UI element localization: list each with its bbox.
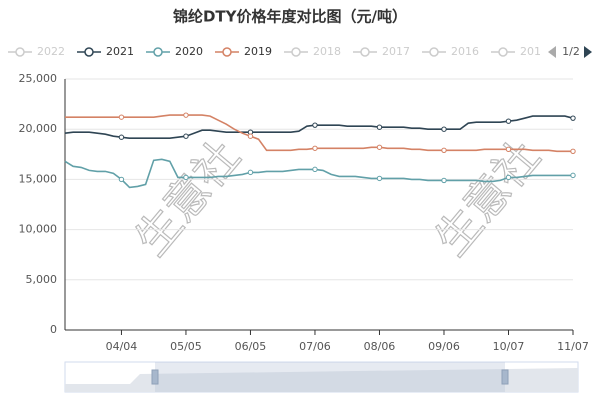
zoom-handle[interactable] [151,369,159,385]
point [118,134,125,140]
legend-icon[interactable] [153,47,163,57]
point [312,166,318,173]
point [376,124,383,130]
legend-prev[interactable] [548,46,556,58]
point [441,177,447,184]
y-tick-label: 15,000 [19,172,58,185]
watermark: 生意社 [126,131,250,265]
legend-next[interactable] [584,46,592,58]
x-tick-label: 07/06 [299,340,331,353]
legend-label[interactable]: 2019 [244,45,272,58]
series-line [64,115,574,139]
point [247,169,254,176]
point [312,122,318,128]
legend-icon[interactable] [360,47,370,57]
legend-label[interactable]: 2022 [37,45,65,58]
x-tick-label: 09/06 [428,340,460,353]
legend-icon[interactable] [429,47,439,57]
x-tick-label: 11/07 [557,340,589,353]
data-zoom[interactable] [64,361,579,393]
y-tick-label: 20,000 [19,122,58,135]
point [118,114,125,120]
point [183,112,189,118]
legend-icon[interactable] [84,47,94,57]
series-line [65,114,573,153]
point [441,126,447,132]
zoom-shadow [65,368,578,392]
y-tick-label: 5,000 [26,273,58,286]
point [505,174,512,181]
legend-icon[interactable] [222,47,232,57]
legend-label[interactable]: 2021 [106,45,134,58]
legend-icon[interactable] [15,47,25,57]
zoom-window[interactable] [155,362,505,392]
zoom-handle[interactable] [501,369,509,385]
point [312,145,318,151]
point [247,133,254,139]
x-tick-label: 04/04 [106,340,138,353]
legend-icon[interactable] [498,47,508,57]
point [183,174,189,181]
legend-page: 1/2 [562,45,580,58]
legend-label[interactable]: 2017 [382,45,410,58]
point [376,144,383,150]
legend-label[interactable]: 2018 [313,45,341,58]
legend-label[interactable]: 2020 [175,45,203,58]
point [183,133,189,139]
x-tick-label: 06/05 [235,340,267,353]
point [376,175,383,182]
point [570,172,576,179]
x-tick-label: 10/07 [493,340,525,353]
x-tick-label: 08/06 [364,340,396,353]
legend-label[interactable]: 201 [520,45,541,58]
point [505,146,512,152]
legend-label[interactable]: 2016 [451,45,479,58]
y-tick-label: 0 [50,323,57,336]
x-tick-label: 05/05 [170,340,202,353]
point [570,148,576,154]
chart-title: 锦纶DTY价格年度对比图（元/吨） [173,8,407,26]
series-line [64,158,573,189]
point [118,176,125,183]
point [505,118,512,124]
legend-icon[interactable] [291,47,301,57]
y-tick-label: 25,000 [19,72,58,85]
y-tick-label: 10,000 [19,223,58,236]
point [441,147,447,153]
point [570,115,576,121]
